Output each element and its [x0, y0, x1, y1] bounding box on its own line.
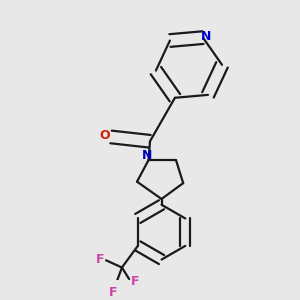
Text: F: F	[95, 253, 104, 266]
Text: F: F	[109, 286, 118, 299]
Text: F: F	[131, 275, 140, 288]
Text: N: N	[142, 149, 152, 162]
Text: N: N	[201, 30, 212, 43]
Text: O: O	[99, 129, 110, 142]
